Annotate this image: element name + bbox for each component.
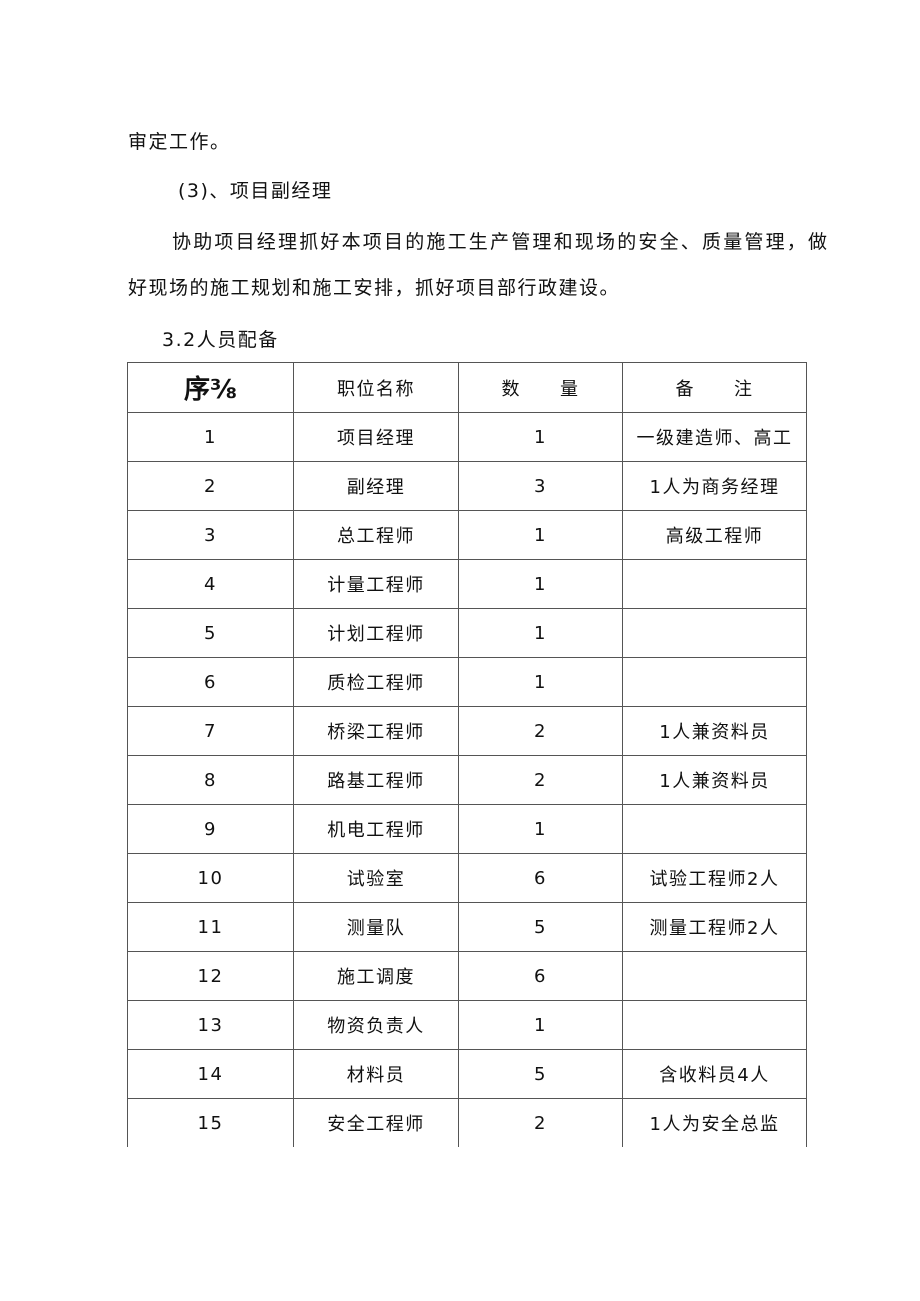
table-cell: 高级工程师 bbox=[622, 510, 807, 560]
table-row: 2 副经理 3 1人为商务经理 bbox=[127, 461, 807, 511]
table-cell: 10 bbox=[127, 853, 294, 903]
table-cell bbox=[622, 1000, 807, 1050]
table-cell bbox=[622, 804, 807, 854]
paragraph-text: 好现场的施工规划和施工安排，抓好项目部行政建设。 bbox=[128, 277, 621, 299]
table-cell: 5 bbox=[458, 1049, 623, 1099]
table-cell: 计量工程师 bbox=[293, 559, 459, 609]
table-cell: 5 bbox=[127, 608, 294, 658]
table-row: 3 总工程师 1 高级工程师 bbox=[127, 510, 807, 560]
table-cell: 机电工程师 bbox=[293, 804, 459, 854]
table-row: 10 试验室 6 试验工程师2人 bbox=[127, 853, 807, 903]
table-cell: 6 bbox=[458, 951, 623, 1001]
table-cell bbox=[622, 608, 807, 658]
table-cell: 1人兼资料员 bbox=[622, 706, 807, 756]
table-cell: 总工程师 bbox=[293, 510, 459, 560]
table-cell bbox=[622, 657, 807, 707]
table-cell: 2 bbox=[458, 706, 623, 756]
table-row: 11 测量队 5 测量工程师2人 bbox=[127, 902, 807, 952]
paragraph-text: 协助项目经理抓好本项目的施工生产管理和现场的安全、质量管理，做 bbox=[172, 231, 830, 253]
table-row: 12 施工调度 6 bbox=[127, 951, 807, 1001]
table-cell: 3 bbox=[458, 461, 623, 511]
table-cell: 6 bbox=[458, 853, 623, 903]
table-cell: 2 bbox=[127, 461, 294, 511]
table-cell: 13 bbox=[127, 1000, 294, 1050]
header-cell: 序⅜ bbox=[127, 362, 294, 413]
table-header-row: 序⅜ 职位名称 数 量 备 注 bbox=[127, 362, 807, 413]
table-row: 4 计量工程师 1 bbox=[127, 559, 807, 609]
table-cell: 1 bbox=[127, 412, 294, 462]
table-cell: 质检工程师 bbox=[293, 657, 459, 707]
header-cell: 职位名称 bbox=[293, 362, 459, 413]
table-cell: 计划工程师 bbox=[293, 608, 459, 658]
table-cell: 物资负责人 bbox=[293, 1000, 459, 1050]
table-cell: 11 bbox=[127, 902, 294, 952]
table-cell: 15 bbox=[127, 1098, 294, 1147]
table-cell: 1 bbox=[458, 412, 623, 462]
table-cell: 材料员 bbox=[293, 1049, 459, 1099]
table-cell: 8 bbox=[127, 755, 294, 805]
table-cell: 路基工程师 bbox=[293, 755, 459, 805]
table-cell: 1人为商务经理 bbox=[622, 461, 807, 511]
table-cell: 2 bbox=[458, 755, 623, 805]
table-cell: 14 bbox=[127, 1049, 294, 1099]
subheading: (3)、项目副经理 bbox=[178, 180, 333, 202]
table-cell: 12 bbox=[127, 951, 294, 1001]
table-row: 8 路基工程师 2 1人兼资料员 bbox=[127, 755, 807, 805]
table-cell: 5 bbox=[458, 902, 623, 952]
table-cell: 1人为安全总监 bbox=[622, 1098, 807, 1147]
table-cell: 3 bbox=[127, 510, 294, 560]
table-cell: 安全工程师 bbox=[293, 1098, 459, 1147]
table-cell bbox=[622, 951, 807, 1001]
table-cell: 9 bbox=[127, 804, 294, 854]
table-cell: 2 bbox=[458, 1098, 623, 1147]
table-cell: 桥梁工程师 bbox=[293, 706, 459, 756]
table-cell: 试验室 bbox=[293, 853, 459, 903]
table-cell: 1人兼资料员 bbox=[622, 755, 807, 805]
table-row: 6 质检工程师 1 bbox=[127, 657, 807, 707]
table-row: 15 安全工程师 2 1人为安全总监 bbox=[127, 1098, 807, 1147]
table-cell: 1 bbox=[458, 657, 623, 707]
section-heading: 3.2人员配备 bbox=[162, 329, 279, 351]
table-row: 7 桥梁工程师 2 1人兼资料员 bbox=[127, 706, 807, 756]
header-cell: 备 注 bbox=[622, 362, 807, 413]
table-cell: 项目经理 bbox=[293, 412, 459, 462]
table-cell: 1 bbox=[458, 608, 623, 658]
staffing-table: 序⅜ 职位名称 数 量 备 注 1 项目经理 1 一级建造师、高工 2 副经理 3 1人为商务… bbox=[127, 362, 807, 1147]
table-cell: 7 bbox=[127, 706, 294, 756]
table-row: 14 材料员 5 含收料员4人 bbox=[127, 1049, 807, 1099]
table-cell: 试验工程师2人 bbox=[622, 853, 807, 903]
table-cell: 测量队 bbox=[293, 902, 459, 952]
table-cell: 测量工程师2人 bbox=[622, 902, 807, 952]
table-cell: 施工调度 bbox=[293, 951, 459, 1001]
table-cell: 1 bbox=[458, 559, 623, 609]
table-row: 1 项目经理 1 一级建造师、高工 bbox=[127, 412, 807, 462]
paragraph-text: 审定工作。 bbox=[128, 131, 231, 153]
table-cell: 1 bbox=[458, 1000, 623, 1050]
table-cell: 1 bbox=[458, 510, 623, 560]
table-cell: 含收料员4人 bbox=[622, 1049, 807, 1099]
table-row: 5 计划工程师 1 bbox=[127, 608, 807, 658]
table-cell: 6 bbox=[127, 657, 294, 707]
table-cell: 4 bbox=[127, 559, 294, 609]
table-cell: 1 bbox=[458, 804, 623, 854]
header-cell: 数 量 bbox=[458, 362, 623, 413]
table-cell: 副经理 bbox=[293, 461, 459, 511]
table-cell bbox=[622, 559, 807, 609]
table-row: 9 机电工程师 1 bbox=[127, 804, 807, 854]
table-row: 13 物资负责人 1 bbox=[127, 1000, 807, 1050]
table-cell: 一级建造师、高工 bbox=[622, 412, 807, 462]
